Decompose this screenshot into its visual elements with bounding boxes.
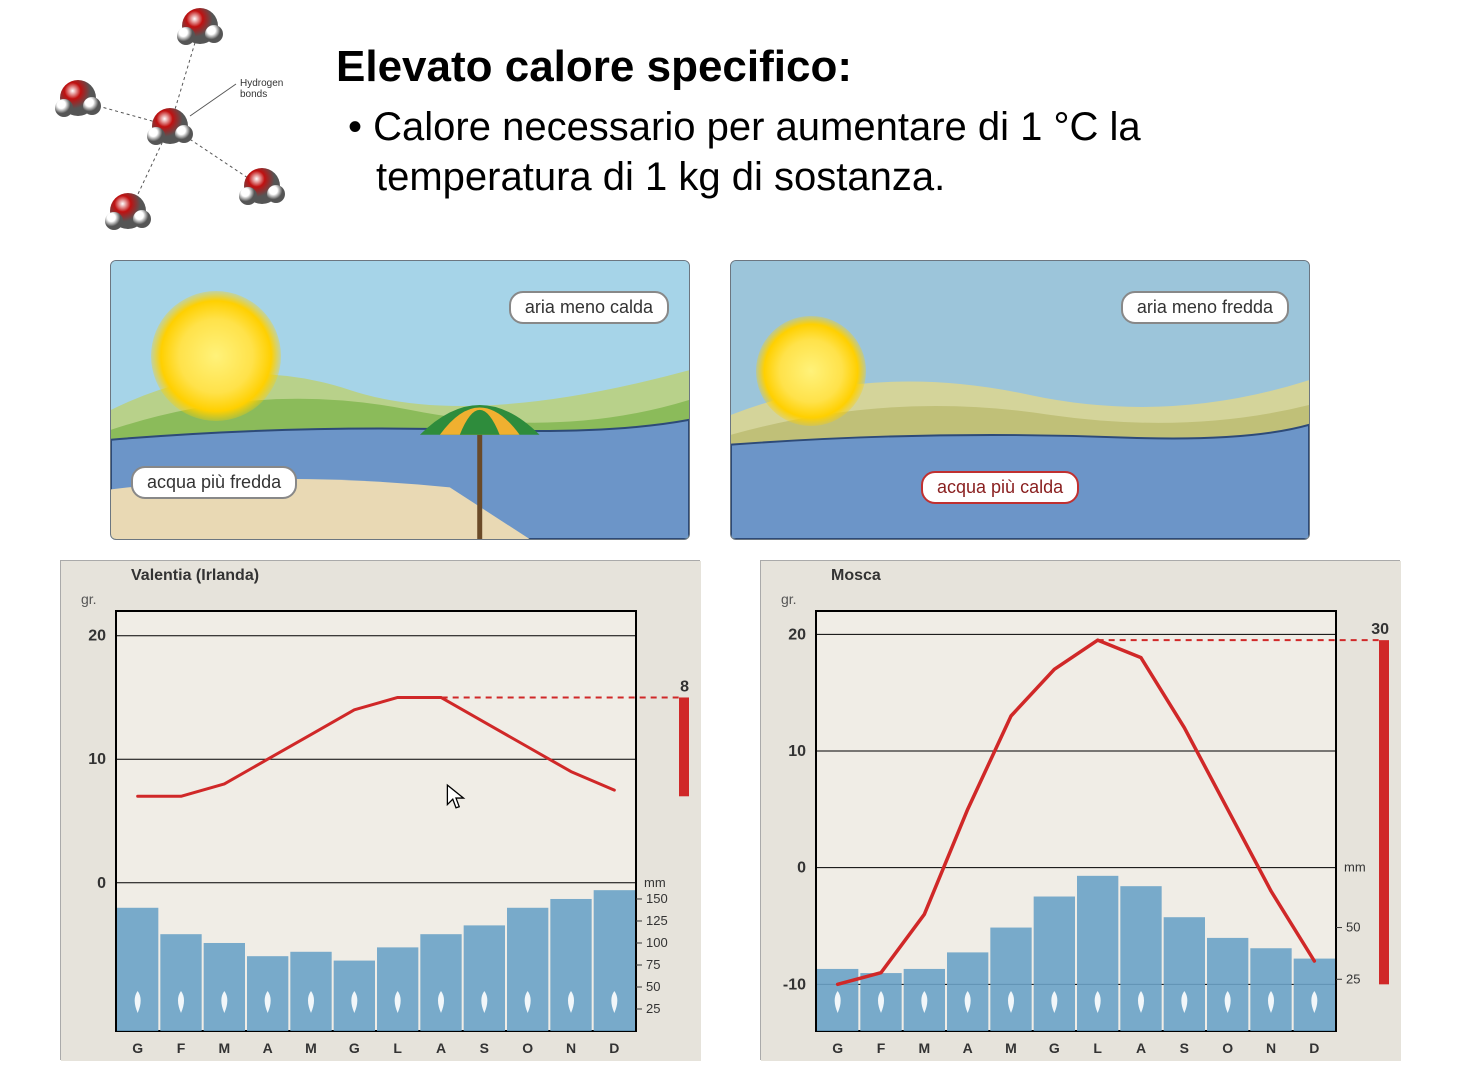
scene-winter: inverno aria meno fredda acqua più calda bbox=[730, 260, 1310, 540]
svg-text:8: 8 bbox=[680, 678, 689, 695]
air-tag-winter: aria meno fredda bbox=[1121, 291, 1289, 324]
svg-text:mm: mm bbox=[644, 875, 666, 890]
sun-icon bbox=[151, 291, 281, 421]
sun-icon bbox=[756, 316, 866, 426]
svg-text:F: F bbox=[177, 1040, 186, 1056]
svg-text:S: S bbox=[480, 1040, 489, 1056]
chart-title: Valentia (Irlanda) bbox=[131, 567, 259, 585]
svg-text:A: A bbox=[436, 1040, 446, 1056]
svg-text:20: 20 bbox=[788, 626, 806, 643]
svg-text:M: M bbox=[305, 1040, 317, 1056]
title-suffix: : bbox=[837, 42, 852, 91]
molecule-diagram: Hydrogenbonds bbox=[50, 6, 330, 236]
chart-mosca: Mosca gr. -10 0 10 20 mm 25 50 30 G F M A M G L A S O N D bbox=[760, 560, 1400, 1060]
svg-text:25: 25 bbox=[1346, 971, 1360, 986]
page-title: Elevato calore specifico: bbox=[336, 42, 1336, 92]
svg-text:M: M bbox=[918, 1040, 930, 1056]
svg-text:G: G bbox=[349, 1040, 360, 1056]
svg-text:L: L bbox=[1093, 1040, 1102, 1056]
svg-text:10: 10 bbox=[788, 743, 806, 760]
svg-text:30: 30 bbox=[1371, 621, 1389, 638]
svg-text:A: A bbox=[1136, 1040, 1146, 1056]
svg-text:O: O bbox=[1222, 1040, 1233, 1056]
chart-mosca-svg: -10 0 10 20 mm 25 50 30 G F M A M G L A S O N D bbox=[761, 561, 1401, 1061]
svg-text:L: L bbox=[393, 1040, 402, 1056]
svg-text:20: 20 bbox=[88, 628, 106, 645]
chart-yunit: gr. bbox=[781, 591, 797, 607]
svg-text:0: 0 bbox=[97, 875, 106, 892]
svg-text:75: 75 bbox=[646, 957, 660, 972]
svg-text:D: D bbox=[1309, 1040, 1319, 1056]
svg-text:50: 50 bbox=[646, 979, 660, 994]
svg-text:G: G bbox=[832, 1040, 843, 1056]
title-text: Elevato calore specifico bbox=[336, 42, 837, 91]
chart-valentia-svg: 0 10 20 mm 25 50 75 100 125 150 8 G F M A M G L A S O N D bbox=[61, 561, 701, 1061]
svg-text:N: N bbox=[1266, 1040, 1276, 1056]
water-tag-winter: acqua più calda bbox=[921, 471, 1079, 504]
svg-text:mm: mm bbox=[1344, 860, 1366, 875]
bullet-text: Calore necessario per aumentare di 1 °C … bbox=[336, 102, 1336, 202]
chart-yunit: gr. bbox=[81, 591, 97, 607]
chart-valentia: Valentia (Irlanda) gr. 0 10 20 mm 25 50 75 100 1… bbox=[60, 560, 700, 1060]
svg-text:O: O bbox=[522, 1040, 533, 1056]
svg-text:S: S bbox=[1180, 1040, 1189, 1056]
svg-text:150: 150 bbox=[646, 891, 668, 906]
svg-text:100: 100 bbox=[646, 935, 668, 950]
svg-text:A: A bbox=[263, 1040, 273, 1056]
svg-text:D: D bbox=[609, 1040, 619, 1056]
svg-text:0: 0 bbox=[797, 860, 806, 877]
svg-text:-10: -10 bbox=[783, 976, 806, 993]
svg-text:N: N bbox=[566, 1040, 576, 1056]
svg-text:125: 125 bbox=[646, 913, 668, 928]
svg-text:Hydrogenbonds: Hydrogenbonds bbox=[240, 78, 283, 100]
scene-summer: estate aria meno calda acqua più fredda bbox=[110, 260, 690, 540]
water-tag-summer: acqua più fredda bbox=[131, 466, 297, 499]
svg-text:G: G bbox=[1049, 1040, 1060, 1056]
svg-text:25: 25 bbox=[646, 1001, 660, 1016]
season-illustrations: estate aria meno calda acqua più fredda … bbox=[110, 260, 1310, 540]
svg-text:A: A bbox=[963, 1040, 973, 1056]
air-tag-summer: aria meno calda bbox=[509, 291, 669, 324]
svg-text:M: M bbox=[218, 1040, 230, 1056]
climate-charts: Valentia (Irlanda) gr. 01020mm2550751001… bbox=[60, 560, 1400, 1060]
svg-text:50: 50 bbox=[1346, 920, 1360, 935]
svg-text:M: M bbox=[1005, 1040, 1017, 1056]
svg-text:F: F bbox=[877, 1040, 886, 1056]
heading-block: Elevato calore specifico: Calore necessa… bbox=[336, 42, 1336, 202]
svg-text:G: G bbox=[132, 1040, 143, 1056]
chart-title: Mosca bbox=[831, 567, 881, 585]
svg-text:10: 10 bbox=[88, 751, 106, 768]
